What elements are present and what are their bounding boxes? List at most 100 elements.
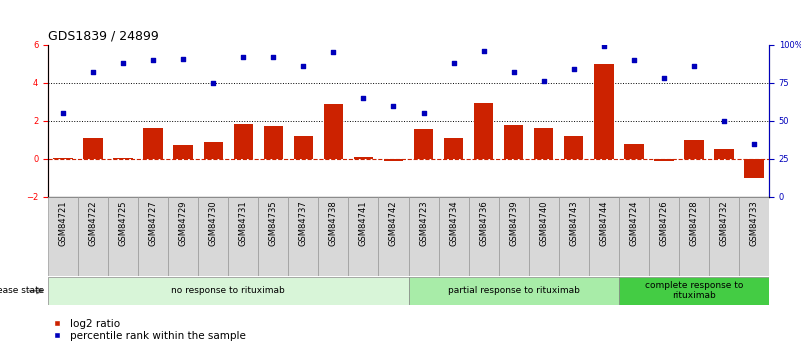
- Point: [417, 110, 430, 116]
- Text: GSM84735: GSM84735: [269, 201, 278, 246]
- Point: [718, 118, 731, 124]
- FancyBboxPatch shape: [589, 197, 618, 276]
- Text: GSM84732: GSM84732: [719, 201, 728, 246]
- FancyBboxPatch shape: [168, 197, 198, 276]
- Text: GSM84740: GSM84740: [539, 201, 548, 246]
- Point: [207, 80, 219, 86]
- Text: GSM84723: GSM84723: [419, 201, 428, 246]
- FancyBboxPatch shape: [288, 197, 318, 276]
- Bar: [234, 124, 253, 159]
- Bar: [594, 64, 614, 159]
- FancyBboxPatch shape: [498, 197, 529, 276]
- Point: [177, 56, 190, 61]
- Text: GSM84739: GSM84739: [509, 201, 518, 246]
- Point: [147, 57, 159, 63]
- Bar: [294, 136, 313, 159]
- FancyBboxPatch shape: [348, 197, 378, 276]
- Point: [297, 63, 310, 69]
- Bar: [684, 140, 703, 159]
- Text: GSM84726: GSM84726: [659, 201, 668, 246]
- Text: GSM84736: GSM84736: [479, 201, 488, 246]
- Bar: [504, 126, 523, 159]
- Point: [537, 79, 550, 84]
- Bar: [174, 146, 193, 159]
- FancyBboxPatch shape: [228, 197, 258, 276]
- Bar: [414, 129, 433, 159]
- Bar: [114, 158, 133, 159]
- FancyBboxPatch shape: [138, 197, 168, 276]
- Text: GSM84728: GSM84728: [690, 201, 698, 246]
- Bar: [654, 159, 674, 161]
- Point: [507, 69, 520, 75]
- Bar: [354, 157, 373, 159]
- Bar: [564, 136, 583, 159]
- Point: [387, 103, 400, 108]
- Text: GSM84721: GSM84721: [58, 201, 67, 246]
- Bar: [624, 145, 643, 159]
- FancyBboxPatch shape: [709, 197, 739, 276]
- Text: complete response to
rituximab: complete response to rituximab: [645, 281, 743, 300]
- Bar: [264, 127, 283, 159]
- Bar: [534, 128, 553, 159]
- FancyBboxPatch shape: [108, 197, 138, 276]
- FancyBboxPatch shape: [678, 197, 709, 276]
- Point: [687, 63, 700, 69]
- FancyBboxPatch shape: [198, 197, 228, 276]
- Text: no response to rituximab: no response to rituximab: [171, 286, 285, 295]
- Text: disease state: disease state: [0, 286, 44, 295]
- Text: GSM84738: GSM84738: [329, 201, 338, 246]
- Bar: [384, 159, 403, 161]
- Bar: [54, 158, 73, 159]
- Text: GSM84737: GSM84737: [299, 201, 308, 246]
- Bar: [83, 138, 103, 159]
- Point: [447, 60, 460, 66]
- Point: [598, 43, 610, 49]
- Point: [477, 48, 490, 54]
- Text: GSM84731: GSM84731: [239, 201, 248, 246]
- Bar: [714, 149, 734, 159]
- Text: GSM84729: GSM84729: [179, 201, 187, 246]
- FancyBboxPatch shape: [469, 197, 498, 276]
- FancyBboxPatch shape: [529, 197, 559, 276]
- Text: GSM84722: GSM84722: [89, 201, 98, 246]
- FancyBboxPatch shape: [48, 277, 409, 305]
- Point: [57, 110, 70, 116]
- Text: partial response to rituximab: partial response to rituximab: [448, 286, 580, 295]
- Text: GSM84725: GSM84725: [119, 201, 127, 246]
- FancyBboxPatch shape: [48, 197, 78, 276]
- Bar: [203, 142, 223, 159]
- Text: GSM84744: GSM84744: [599, 201, 608, 246]
- FancyBboxPatch shape: [618, 277, 769, 305]
- Text: GSM84741: GSM84741: [359, 201, 368, 246]
- Text: GSM84734: GSM84734: [449, 201, 458, 246]
- Text: GSM84724: GSM84724: [630, 201, 638, 246]
- Point: [658, 76, 670, 81]
- Bar: [744, 159, 763, 178]
- Text: GSM84727: GSM84727: [149, 201, 158, 246]
- Point: [237, 54, 250, 60]
- Legend: log2 ratio, percentile rank within the sample: log2 ratio, percentile rank within the s…: [54, 319, 246, 341]
- FancyBboxPatch shape: [439, 197, 469, 276]
- Bar: [324, 104, 343, 159]
- Point: [747, 141, 760, 146]
- FancyBboxPatch shape: [409, 197, 439, 276]
- Point: [87, 69, 99, 75]
- Text: GSM84730: GSM84730: [209, 201, 218, 246]
- Text: GDS1839 / 24899: GDS1839 / 24899: [48, 29, 159, 42]
- Bar: [143, 128, 163, 159]
- FancyBboxPatch shape: [559, 197, 589, 276]
- Text: GSM84742: GSM84742: [389, 201, 398, 246]
- Point: [267, 54, 280, 60]
- FancyBboxPatch shape: [378, 197, 409, 276]
- Text: GSM84733: GSM84733: [750, 201, 759, 246]
- Point: [627, 57, 640, 63]
- FancyBboxPatch shape: [409, 277, 618, 305]
- Point: [327, 50, 340, 55]
- FancyBboxPatch shape: [318, 197, 348, 276]
- Text: GSM84743: GSM84743: [570, 201, 578, 246]
- Point: [567, 66, 580, 72]
- FancyBboxPatch shape: [739, 197, 769, 276]
- FancyBboxPatch shape: [258, 197, 288, 276]
- FancyBboxPatch shape: [618, 197, 649, 276]
- Point: [117, 60, 130, 66]
